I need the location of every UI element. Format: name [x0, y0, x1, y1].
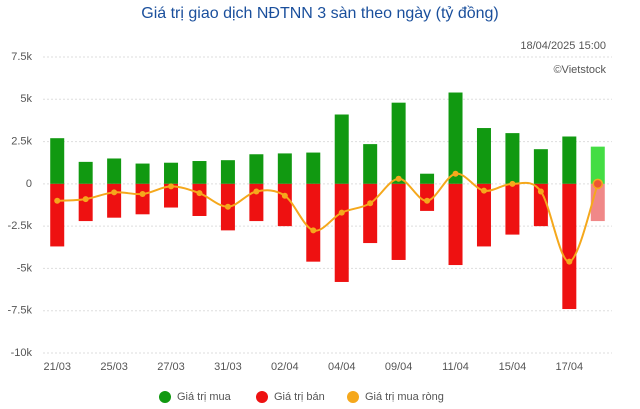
net-marker — [139, 191, 146, 198]
bar — [135, 163, 150, 184]
legend-label: Giá trị mua ròng — [365, 391, 444, 403]
net-marker — [395, 175, 402, 182]
legend-swatch — [159, 391, 171, 403]
bar — [164, 162, 179, 184]
net-marker — [480, 187, 487, 194]
net-marker — [367, 200, 374, 207]
bar — [505, 183, 520, 235]
bar — [135, 183, 150, 215]
bar — [78, 183, 93, 222]
bar — [50, 183, 65, 247]
net-marker — [310, 227, 317, 234]
bar — [107, 158, 122, 184]
x-tick-label: 15/04 — [499, 361, 527, 373]
net-marker — [82, 196, 89, 203]
bar — [533, 149, 548, 184]
net-marker — [537, 188, 544, 195]
bar — [277, 153, 292, 184]
y-tick-label: 0 — [26, 178, 32, 190]
bar — [391, 183, 406, 260]
bar — [420, 173, 435, 184]
bar — [334, 183, 349, 282]
bar — [164, 183, 179, 208]
bar — [476, 183, 491, 247]
bar — [306, 183, 321, 262]
y-tick-label: -2.5k — [8, 220, 33, 232]
bar — [420, 183, 435, 211]
net-marker — [338, 209, 345, 216]
x-tick-label: 25/03 — [100, 361, 128, 373]
x-tick-label: 21/03 — [43, 361, 71, 373]
legend-swatch — [256, 391, 268, 403]
timestamp: 18/04/2025 15:00 — [520, 40, 606, 52]
net-marker — [509, 180, 516, 187]
bar — [192, 183, 207, 216]
net-marker — [168, 183, 175, 190]
source: ©Vietstock — [553, 64, 606, 76]
y-tick-label: -7.5k — [8, 305, 33, 317]
x-tick-label: 11/04 — [442, 361, 469, 373]
y-tick-label: 7.5k — [11, 51, 32, 63]
chart-title: Giá trị giao dịch NĐTNN 3 sàn theo ngày … — [141, 5, 499, 22]
bar — [448, 92, 463, 184]
legend-label: Giá trị mua — [177, 391, 232, 403]
bar — [334, 114, 349, 184]
x-tick-label: 02/04 — [271, 361, 299, 373]
bar — [533, 183, 548, 227]
x-tick-label: 31/03 — [214, 361, 242, 373]
y-tick-label: 5k — [20, 93, 32, 105]
bar — [476, 128, 491, 184]
legend-swatch — [347, 391, 359, 403]
bar — [220, 160, 235, 184]
net-marker — [196, 190, 203, 197]
legend-label: Giá trị bán — [274, 391, 325, 403]
bar — [192, 161, 207, 184]
net-marker — [54, 197, 61, 204]
net-marker — [224, 203, 231, 210]
bar — [277, 183, 292, 227]
bar — [363, 144, 378, 184]
net-marker — [566, 258, 573, 265]
net-marker — [111, 189, 118, 196]
net-marker — [452, 170, 459, 177]
bar — [505, 133, 520, 184]
bar — [363, 183, 378, 244]
net-marker — [424, 197, 431, 204]
bar — [249, 154, 264, 184]
bar — [78, 161, 93, 184]
bar — [50, 138, 65, 184]
x-tick-label: 27/03 — [157, 361, 185, 373]
bar — [562, 136, 577, 184]
x-tick-label: 17/04 — [556, 361, 584, 373]
x-tick-label: 09/04 — [385, 361, 413, 373]
net-marker — [281, 192, 288, 199]
y-tick-label: -5k — [17, 262, 33, 274]
bar — [306, 152, 321, 184]
bar — [391, 102, 406, 184]
y-tick-label: -10k — [11, 347, 33, 359]
net-marker — [592, 178, 604, 190]
x-tick-label: 04/04 — [328, 361, 356, 373]
bar — [107, 183, 122, 218]
bar — [562, 183, 577, 310]
bar — [590, 146, 605, 184]
net-marker — [253, 188, 260, 195]
y-tick-label: 2.5k — [11, 135, 32, 147]
bar — [448, 183, 463, 266]
